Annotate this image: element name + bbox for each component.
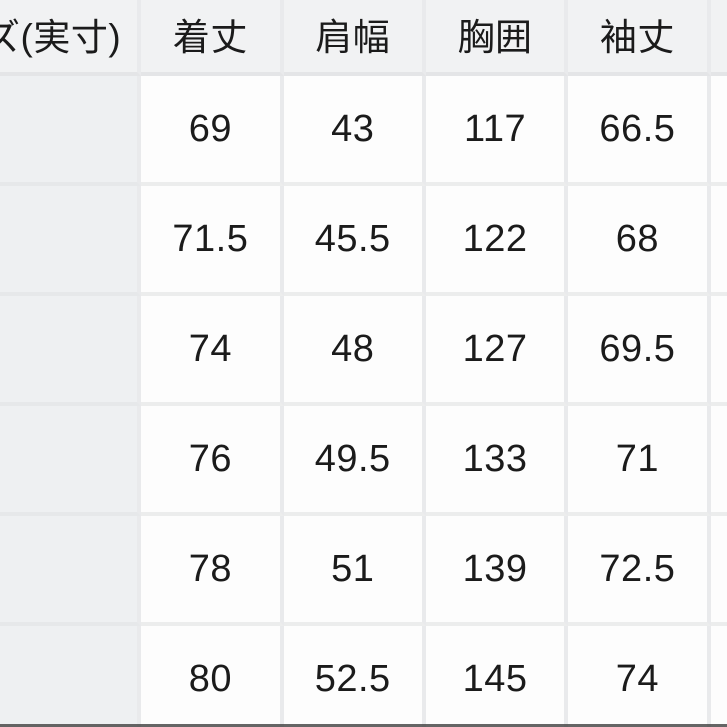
cell-size: [0, 76, 142, 186]
table-row: 76 49.5 133 71 95.5: [0, 406, 727, 516]
cell-sleeve: 71: [568, 406, 711, 516]
cell-chest: 139: [425, 516, 569, 626]
cell-sleeve: 72.5: [568, 516, 711, 626]
table-row: 78 51 139 72.5 98: [0, 516, 727, 626]
cell-length: 80: [141, 626, 284, 727]
cell-yuki: 95.5: [710, 406, 727, 516]
column-header-length: 着丈: [141, 0, 284, 76]
cell-chest: 127: [425, 296, 569, 406]
cell-size: [0, 626, 142, 727]
cell-size: [0, 516, 142, 626]
cell-yuki: 91: [710, 186, 727, 296]
cell-sleeve: 74: [568, 626, 711, 727]
cell-length: 69: [141, 76, 284, 186]
cell-sleeve: 66.5: [568, 76, 711, 186]
cell-length: 76: [141, 406, 284, 516]
column-header-yuki: 裄丈: [710, 0, 727, 76]
cell-yuki: 89: [710, 76, 727, 186]
cell-shoulder: 49.5: [283, 406, 426, 516]
table-row: 74 48 127 69.5 93: [0, 296, 727, 406]
cell-size: [0, 186, 142, 296]
cell-size: [0, 406, 142, 516]
cell-yuki: 98: [710, 516, 727, 626]
column-header-size: ズ(実寸): [0, 0, 142, 76]
table-row: 71.5 45.5 122 68 91: [0, 186, 727, 296]
cell-shoulder: 48: [283, 296, 426, 406]
cell-shoulder: 43: [283, 76, 426, 186]
table-row: 80 52.5 145 74 100.5: [0, 626, 727, 727]
table-bottom-rule: [0, 724, 727, 727]
cell-shoulder: 45.5: [283, 186, 426, 296]
cell-yuki: 93: [710, 296, 727, 406]
cell-shoulder: 51: [283, 516, 426, 626]
cell-length: 74: [141, 296, 284, 406]
cell-chest: 117: [425, 76, 569, 186]
cell-yuki: 100.5: [710, 626, 727, 727]
table-row: 69 43 117 66.5 89: [0, 76, 727, 186]
cell-chest: 122: [425, 186, 569, 296]
header-row: ズ(実寸) 着丈 肩幅 胸囲 袖丈 裄丈: [0, 0, 727, 76]
cell-length: 71.5: [141, 186, 284, 296]
cell-chest: 133: [425, 406, 569, 516]
cell-size: [0, 296, 142, 406]
table-header: ズ(実寸) 着丈 肩幅 胸囲 袖丈 裄丈: [0, 0, 727, 76]
cell-chest: 145: [425, 626, 569, 727]
table-body: 69 43 117 66.5 89 71.5 45.5 122 68 91 74…: [0, 76, 727, 727]
cell-sleeve: 68: [568, 186, 711, 296]
column-header-sleeve: 袖丈: [568, 0, 711, 76]
cell-sleeve: 69.5: [568, 296, 711, 406]
cell-shoulder: 52.5: [283, 626, 426, 727]
column-header-chest: 胸囲: [425, 0, 569, 76]
column-header-shoulder: 肩幅: [283, 0, 426, 76]
cell-length: 78: [141, 516, 284, 626]
